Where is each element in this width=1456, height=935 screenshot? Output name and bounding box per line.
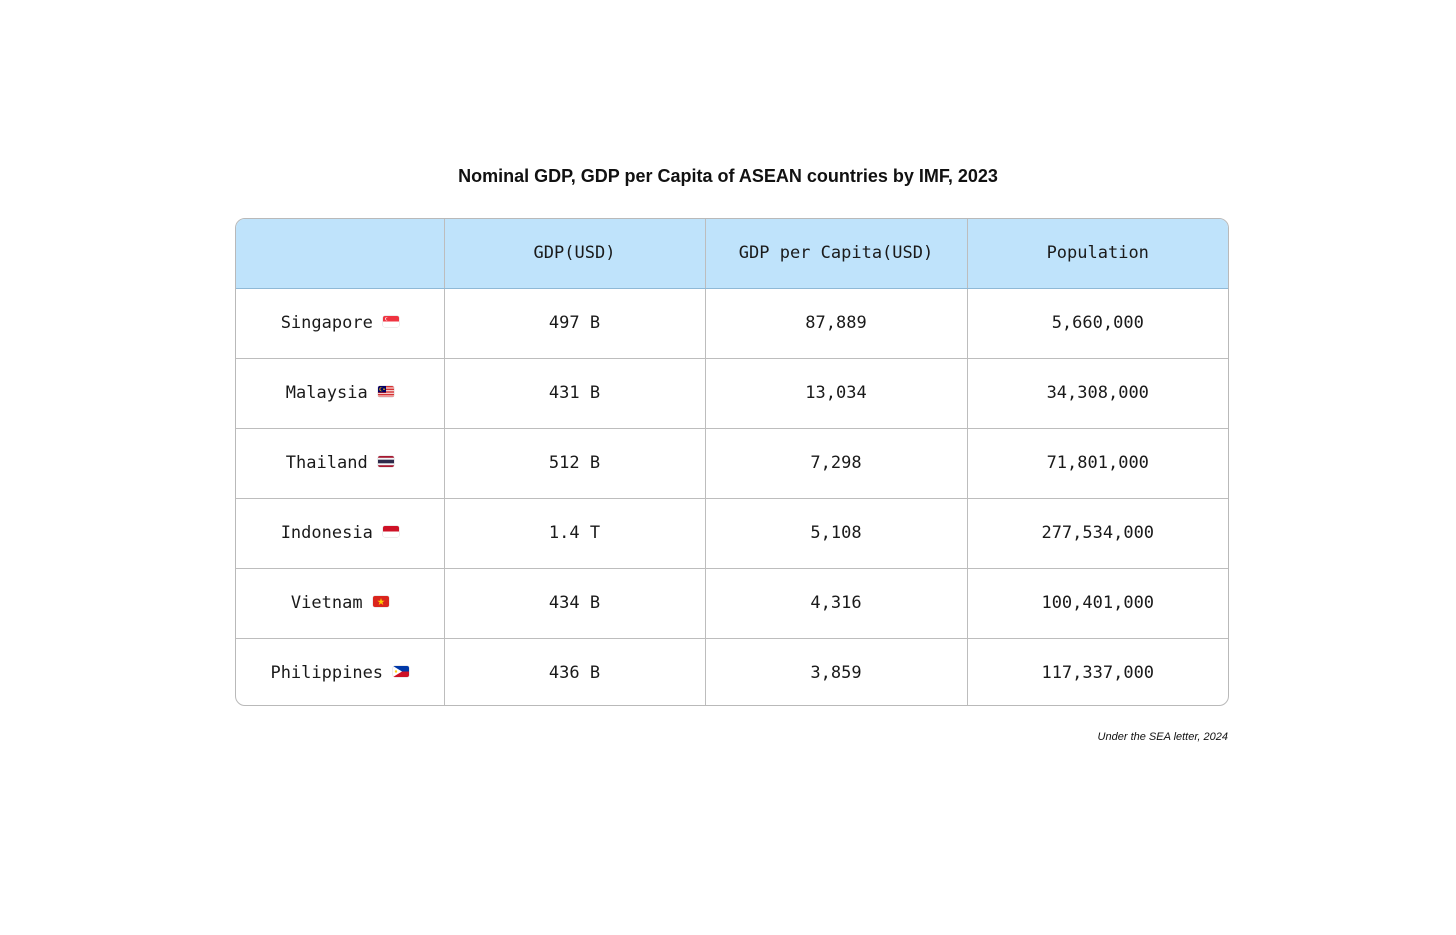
gdp-per-capita-cell: 7,298 (705, 428, 968, 499)
country-name: Malaysia (285, 383, 368, 403)
country-cell: Singapore (236, 288, 445, 359)
table-row: Thailand 512 B 7,298 71,801,000 (236, 428, 1228, 499)
singapore-flag-icon (382, 316, 399, 327)
table-body: Singapore 497 B 87,889 5,660,000 Malaysia 431… (236, 288, 1228, 705)
country-cell: Vietnam (236, 568, 445, 639)
vietnam-flag-icon (372, 596, 389, 607)
header-gdp: GDP(USD) (444, 219, 706, 289)
population-cell: 34,308,000 (967, 358, 1228, 429)
gdp-cell: 512 B (444, 428, 706, 499)
gdp-table-container: GDP(USD) GDP per Capita(USD) Population … (235, 218, 1229, 706)
gdp-cell: 1.4 T (444, 498, 706, 569)
country-name: Singapore (280, 313, 373, 333)
indonesia-flag-icon (382, 526, 399, 537)
population-cell: 277,534,000 (967, 498, 1228, 569)
chart-title: Nominal GDP, GDP per Capita of ASEAN cou… (458, 166, 998, 186)
population-cell: 71,801,000 (967, 428, 1228, 499)
gdp-per-capita-cell: 5,108 (705, 498, 968, 569)
gdp-cell: 431 B (444, 358, 706, 429)
country-cell: Indonesia (236, 498, 445, 569)
country-cell: Malaysia (236, 358, 445, 429)
country-name: Vietnam (290, 593, 363, 613)
table-row: Philippines 436 B 3,859 117,337,000 (236, 638, 1228, 705)
table-row: Malaysia 431 B 13,034 34,308,000 (236, 358, 1228, 429)
gdp-table: GDP(USD) GDP per Capita(USD) Population … (236, 219, 1228, 705)
gdp-per-capita-cell: 4,316 (705, 568, 968, 639)
gdp-cell: 436 B (444, 638, 706, 705)
population-cell: 5,660,000 (967, 288, 1228, 359)
country-cell: Philippines (236, 638, 445, 705)
country-name: Philippines (270, 663, 384, 684)
gdp-per-capita-cell: 13,034 (705, 358, 968, 429)
gdp-per-capita-cell: 87,889 (705, 288, 968, 359)
footnote: Under the SEA letter, 2024 (1097, 731, 1228, 743)
header-population: Population (967, 219, 1228, 289)
table-row: Indonesia 1.4 T 5,108 277,534,000 (236, 498, 1228, 569)
population-cell: 100,401,000 (967, 568, 1228, 639)
header-country (236, 219, 445, 289)
country-name: Thailand (285, 453, 368, 473)
philippines-flag-icon (393, 666, 410, 678)
country-cell: Thailand (236, 428, 445, 499)
table-row: Singapore 497 B 87,889 5,660,000 (236, 288, 1228, 359)
gdp-per-capita-cell: 3,859 (705, 638, 968, 705)
gdp-cell: 497 B (444, 288, 706, 359)
malaysia-flag-icon (377, 386, 394, 397)
population-cell: 117,337,000 (1041, 663, 1155, 684)
gdp-cell: 434 B (444, 568, 706, 639)
table-header-row: GDP(USD) GDP per Capita(USD) Population (236, 219, 1228, 289)
header-gdp-per-capita: GDP per Capita(USD) (705, 219, 968, 289)
table-row: Vietnam 434 B 4,316 100,401,000 (236, 568, 1228, 639)
country-name: Indonesia (280, 523, 373, 543)
thailand-flag-icon (377, 456, 394, 467)
